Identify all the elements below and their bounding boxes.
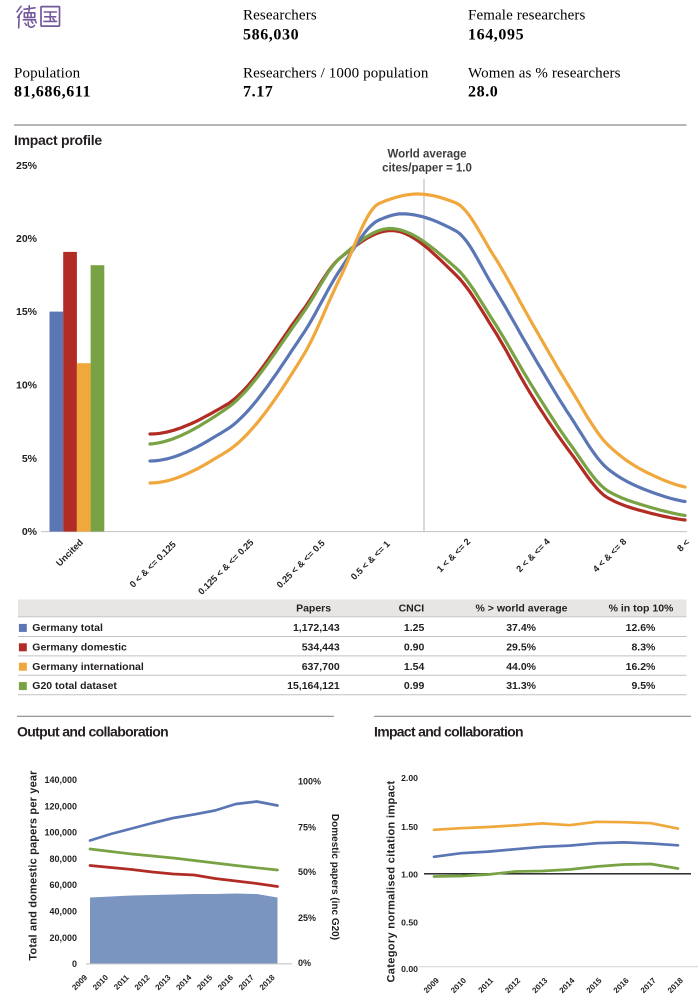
svg-text:16.2%: 16.2%	[626, 661, 656, 673]
svg-text:100%: 100%	[298, 777, 321, 787]
svg-text:2 < & <= 4: 2 < & <= 4	[514, 536, 552, 574]
svg-text:Women as % researchers: Women as % researchers	[468, 65, 621, 81]
svg-text:8 <: 8 <	[675, 537, 691, 553]
svg-text:2010: 2010	[91, 973, 110, 992]
svg-text:75%: 75%	[298, 823, 316, 833]
svg-text:20%: 20%	[16, 233, 38, 245]
svg-text:15%: 15%	[16, 306, 38, 318]
svg-text:4 < & <= 8: 4 < & <= 8	[591, 537, 629, 575]
svg-text:29.5%: 29.5%	[506, 641, 536, 653]
svg-text:G20 total dataset: G20 total dataset	[32, 680, 117, 692]
svg-text:2014: 2014	[558, 976, 577, 995]
svg-text:637,700: 637,700	[302, 661, 340, 673]
svg-text:2016: 2016	[216, 973, 235, 992]
svg-text:1,172,143: 1,172,143	[293, 622, 340, 634]
svg-text:0.90: 0.90	[404, 641, 425, 653]
svg-text:% > world average: % > world average	[476, 602, 568, 614]
svg-text:2015: 2015	[195, 973, 214, 992]
svg-text:60,000: 60,000	[49, 880, 77, 890]
svg-text:2011: 2011	[476, 976, 495, 995]
svg-text:CNCI: CNCI	[399, 602, 425, 614]
svg-text:0.99: 0.99	[404, 680, 425, 692]
svg-text:2.00: 2.00	[401, 773, 418, 783]
svg-text:Germany international: Germany international	[32, 661, 144, 673]
svg-text:Total and domestic papers per: Total and domestic papers per year	[28, 770, 40, 961]
svg-text:0%: 0%	[298, 958, 311, 968]
svg-text:2014: 2014	[174, 973, 193, 992]
svg-text:Uncited: Uncited	[54, 537, 85, 568]
svg-text:Germany total: Germany total	[32, 622, 103, 634]
svg-text:Female researchers: Female researchers	[468, 7, 586, 23]
svg-text:Population: Population	[14, 65, 81, 81]
svg-text:12.6%: 12.6%	[626, 622, 656, 634]
svg-text:44.0%: 44.0%	[506, 661, 536, 673]
svg-text:2017: 2017	[237, 973, 256, 992]
svg-text:5%: 5%	[22, 453, 38, 465]
svg-text:81,686,611: 81,686,611	[14, 83, 91, 100]
svg-text:586,030: 586,030	[243, 26, 299, 43]
svg-text:15,164,121: 15,164,121	[287, 680, 340, 692]
svg-text:2016: 2016	[612, 976, 631, 995]
svg-text:2015: 2015	[585, 976, 604, 995]
svg-text:Domestic papers (inc G20): Domestic papers (inc G20)	[329, 814, 340, 940]
svg-text:2009: 2009	[70, 973, 89, 992]
svg-text:World average: World average	[387, 149, 466, 161]
svg-text:1.25: 1.25	[404, 622, 425, 634]
svg-text:% in top 10%: % in top 10%	[609, 602, 674, 614]
svg-text:2013: 2013	[154, 973, 173, 992]
svg-text:Researchers / 1000 population: Researchers / 1000 population	[243, 65, 429, 81]
svg-text:2017: 2017	[639, 976, 658, 995]
svg-text:2011: 2011	[112, 973, 131, 992]
svg-text:20,000: 20,000	[49, 933, 77, 943]
svg-text:37.4%: 37.4%	[506, 622, 536, 634]
svg-text:7.17: 7.17	[243, 83, 273, 100]
svg-text:1 < & <= 2: 1 < & <= 2	[435, 537, 473, 575]
svg-text:0: 0	[72, 959, 77, 969]
svg-text:9.5%: 9.5%	[631, 680, 656, 692]
svg-text:1.50: 1.50	[401, 822, 418, 832]
svg-text:50%: 50%	[298, 867, 316, 877]
svg-text:0 < & <= 0.125: 0 < & <= 0.125	[128, 539, 178, 589]
svg-text:Researchers: Researchers	[243, 7, 317, 23]
svg-text:1.54: 1.54	[404, 661, 425, 673]
svg-text:Impact profile: Impact profile	[14, 132, 102, 148]
svg-text:0.5 < & <= 1: 0.5 < & <= 1	[349, 539, 392, 582]
svg-text:25%: 25%	[16, 160, 38, 172]
svg-text:10%: 10%	[16, 380, 38, 392]
svg-text:2012: 2012	[133, 973, 152, 992]
svg-text:2009: 2009	[422, 976, 441, 995]
svg-text:Output and collaboration: Output and collaboration	[17, 724, 168, 740]
svg-text:100,000: 100,000	[44, 828, 77, 838]
svg-text:0.00: 0.00	[401, 964, 418, 974]
svg-text:0%: 0%	[22, 526, 38, 538]
svg-text:2012: 2012	[503, 976, 522, 995]
svg-text:2018: 2018	[258, 973, 277, 992]
svg-text:1.00: 1.00	[401, 870, 418, 880]
svg-text:0.25 < & <= 0.5: 0.25 < & <= 0.5	[275, 538, 327, 590]
svg-text:Papers: Papers	[296, 602, 331, 614]
svg-text:Germany domestic: Germany domestic	[32, 641, 127, 653]
svg-text:2018: 2018	[666, 976, 685, 995]
svg-text:120,000: 120,000	[44, 801, 77, 811]
svg-text:2010: 2010	[449, 976, 468, 995]
svg-text:25%: 25%	[298, 913, 316, 923]
svg-text:534,443: 534,443	[302, 641, 340, 653]
svg-text:0.125 < & <= 0.25: 0.125 < & <= 0.25	[196, 537, 255, 596]
svg-text:31.3%: 31.3%	[506, 680, 536, 692]
svg-text:164,095: 164,095	[468, 26, 524, 43]
svg-text:40,000: 40,000	[49, 907, 77, 917]
svg-text:8.3%: 8.3%	[631, 641, 656, 653]
svg-text:2013: 2013	[530, 976, 549, 995]
svg-text:0.50: 0.50	[401, 918, 418, 928]
svg-text:Impact and collaboration: Impact and collaboration	[374, 724, 523, 740]
svg-text:Category normalised citation i: Category normalised citation impact	[386, 781, 398, 983]
svg-text:cites/paper = 1.0: cites/paper = 1.0	[382, 163, 472, 175]
svg-text:28.0: 28.0	[468, 83, 498, 100]
svg-text:80,000: 80,000	[49, 854, 77, 864]
svg-text:140,000: 140,000	[44, 775, 77, 785]
